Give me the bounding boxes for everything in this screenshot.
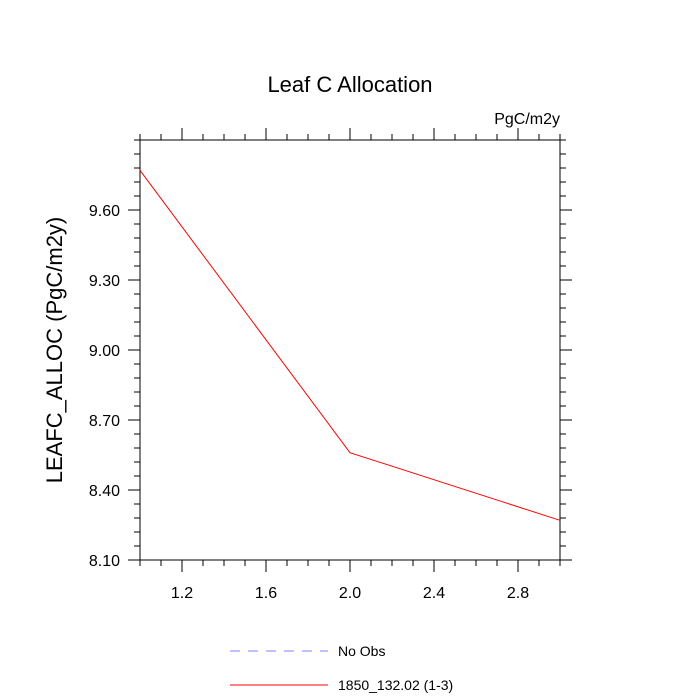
x-tick-label: 2.0: [339, 585, 361, 602]
x-tick-label: 2.4: [423, 585, 445, 602]
y-axis-ticks: 8.10 8.40 8.70 9.00 9.30 9.60: [89, 139, 572, 570]
plot-border: [139, 139, 561, 561]
chart-title: Leaf C Allocation: [267, 72, 432, 97]
plot-frame: [139, 139, 561, 561]
y-tick-label: 8.40: [89, 483, 120, 500]
legend-label-no-obs: No Obs: [338, 643, 385, 659]
series-group: [139, 170, 561, 521]
series-line-1: [139, 170, 561, 521]
y-tick-label: 8.10: [89, 553, 120, 570]
y-tick-label: 9.30: [89, 273, 120, 290]
x-tick-label: 2.8: [507, 585, 529, 602]
y-tick-label: 8.70: [89, 413, 120, 430]
x-axis-ticks: 1.2 1.6 2.0 2.4 2.8: [139, 128, 561, 602]
legend: No Obs 1850_132.02 (1-3): [230, 643, 453, 693]
x-tick-label: 1.2: [171, 585, 193, 602]
units-label: PgC/m2y: [494, 111, 560, 128]
x-tick-label: 1.6: [255, 585, 277, 602]
y-axis-label: LEAFC_ALLOC (PgC/m2y): [42, 217, 67, 484]
y-tick-label: 9.00: [89, 343, 120, 360]
legend-label-1850: 1850_132.02 (1-3): [338, 677, 453, 693]
y-tick-label: 9.60: [89, 203, 120, 220]
